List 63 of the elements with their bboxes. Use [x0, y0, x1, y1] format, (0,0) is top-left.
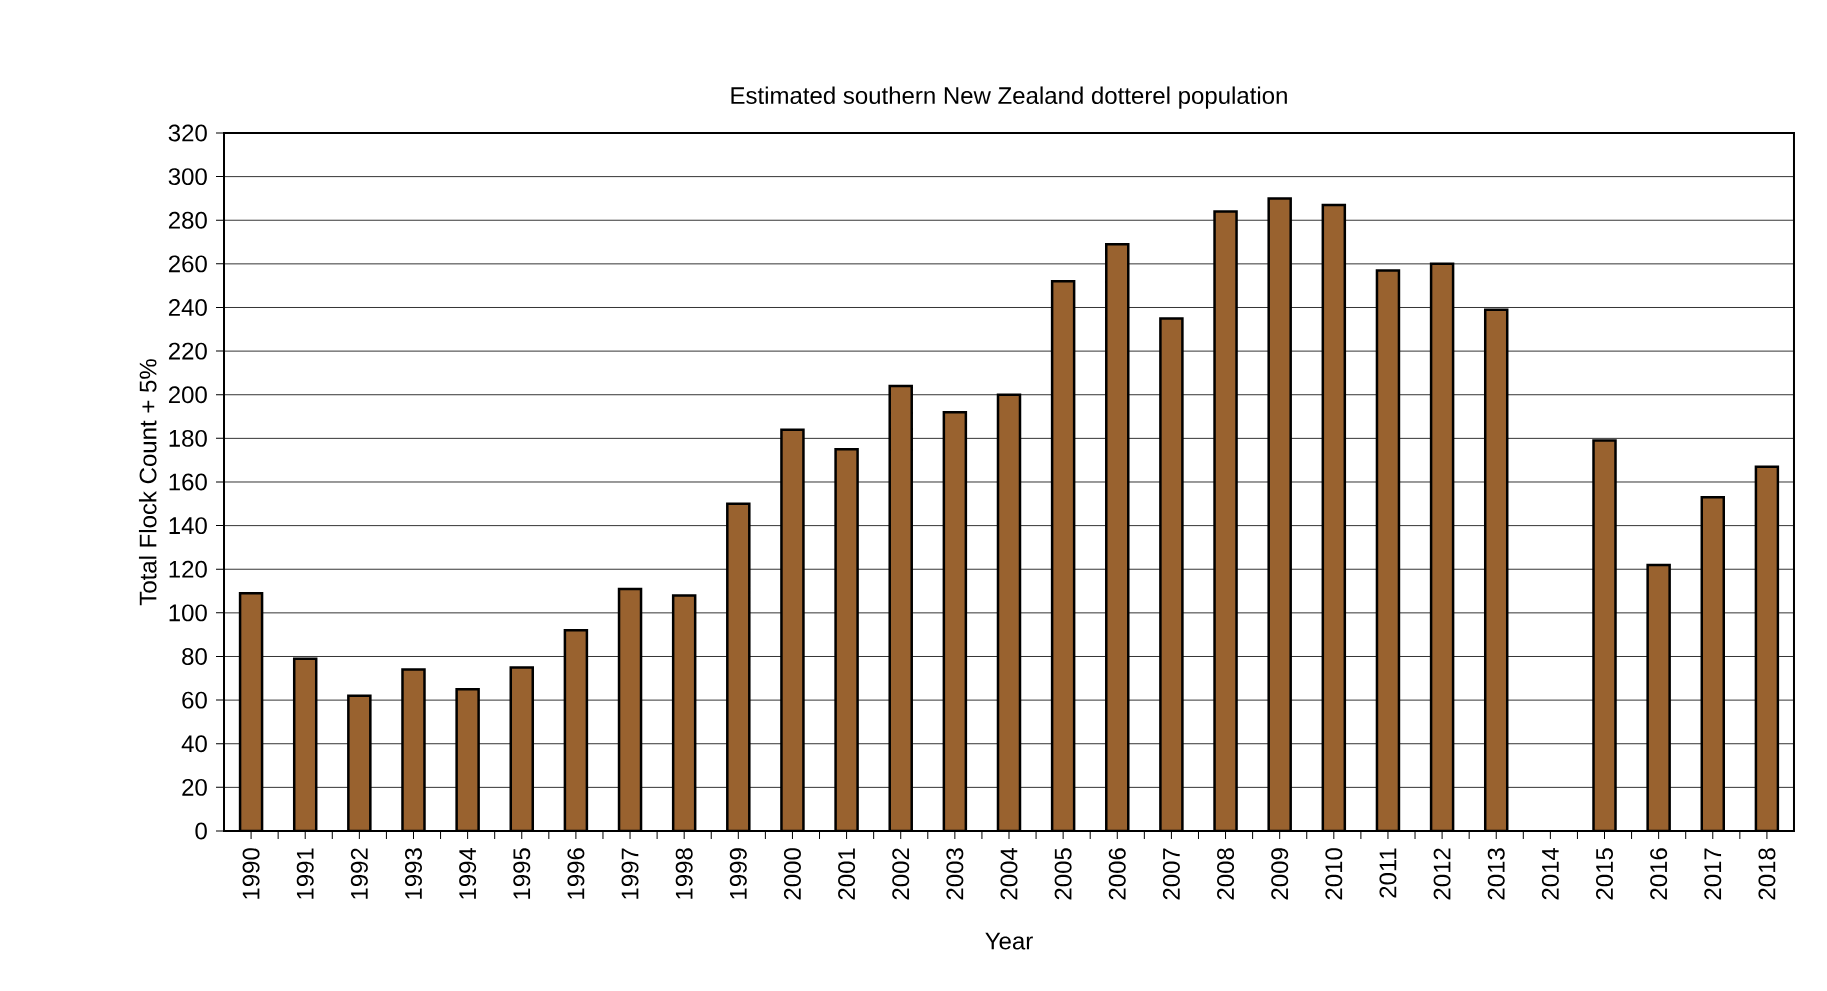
x-axis-title: Year	[985, 932, 1033, 950]
x-tick-label: 1993	[405, 848, 422, 899]
x-tick-label: 1995	[513, 848, 531, 899]
bar	[671, 594, 697, 831]
y-tick-label: 280	[168, 211, 207, 229]
x-tick-label: 1996	[567, 848, 585, 899]
x-tick-label: 2017	[1704, 848, 1722, 900]
bar	[292, 657, 318, 831]
x-tick-label: 2001	[838, 848, 856, 900]
y-axis-title: Total Flock Count + 5%	[138, 359, 157, 606]
y-tick-label: 100	[169, 604, 207, 622]
bar	[1375, 269, 1401, 831]
chart-title: Estimated southern New Zealand dotterel population	[731, 86, 1287, 109]
y-tick-label: 160	[169, 473, 207, 491]
bar	[942, 410, 968, 831]
x-tick-label: 2006	[1108, 848, 1126, 900]
y-tick-label: 0	[195, 822, 207, 840]
x-tick-label: 1990	[242, 848, 260, 899]
x-tick-label: 2002	[892, 848, 910, 900]
bar	[238, 591, 264, 831]
x-tick-label: 1992	[350, 848, 368, 899]
bar	[617, 587, 643, 831]
bar	[1754, 465, 1780, 831]
x-tick-label: 2005	[1054, 848, 1072, 900]
x-tick-label: 1997	[621, 848, 639, 899]
x-tick-label: 2011	[1379, 848, 1397, 898]
y-tick-label: 200	[168, 386, 207, 404]
y-tick-label: 320	[168, 124, 207, 142]
bar	[563, 629, 589, 831]
y-tick-label: 80	[182, 648, 207, 665]
y-tick-label: 60	[182, 691, 207, 709]
x-tick-label: 2009	[1271, 848, 1289, 900]
x-tick-label: 1999	[729, 848, 747, 899]
bar	[996, 393, 1022, 831]
y-tick-label: 240	[168, 299, 207, 316]
x-tick-label: 2004	[1000, 847, 1018, 900]
x-tick-label: 1998	[675, 848, 693, 899]
bar	[1321, 203, 1347, 831]
x-tick-label: 2008	[1217, 848, 1235, 900]
y-tick-label: 260	[168, 255, 207, 273]
bar	[1429, 262, 1455, 831]
x-tick-label: 2015	[1596, 848, 1613, 900]
x-tick-label: 1994	[459, 847, 477, 899]
y-tick-label: 120	[169, 560, 207, 578]
y-tick-label: 20	[182, 778, 207, 796]
x-tick-label: 1991	[296, 848, 314, 899]
x-tick-label: 2003	[946, 848, 964, 900]
bar	[1050, 280, 1076, 831]
y-tick-label: 40	[181, 735, 207, 753]
x-tick-label: 2010	[1325, 848, 1343, 900]
y-tick-label: 180	[169, 429, 207, 447]
x-tick-label: 2013	[1487, 848, 1505, 900]
x-tick-label: 2016	[1650, 848, 1668, 900]
x-tick-label: 2018	[1758, 848, 1776, 900]
bar	[1700, 496, 1726, 831]
x-tick-label: 2014	[1541, 847, 1559, 900]
y-tick-label: 220	[168, 342, 207, 360]
x-tick-label: 2012	[1433, 848, 1451, 900]
bar	[1483, 308, 1509, 831]
y-tick-label: 140	[169, 517, 207, 535]
y-tick-label: 300	[168, 168, 207, 186]
x-tick-label: 2007	[1162, 848, 1180, 900]
x-tick-label: 2000	[783, 848, 801, 900]
